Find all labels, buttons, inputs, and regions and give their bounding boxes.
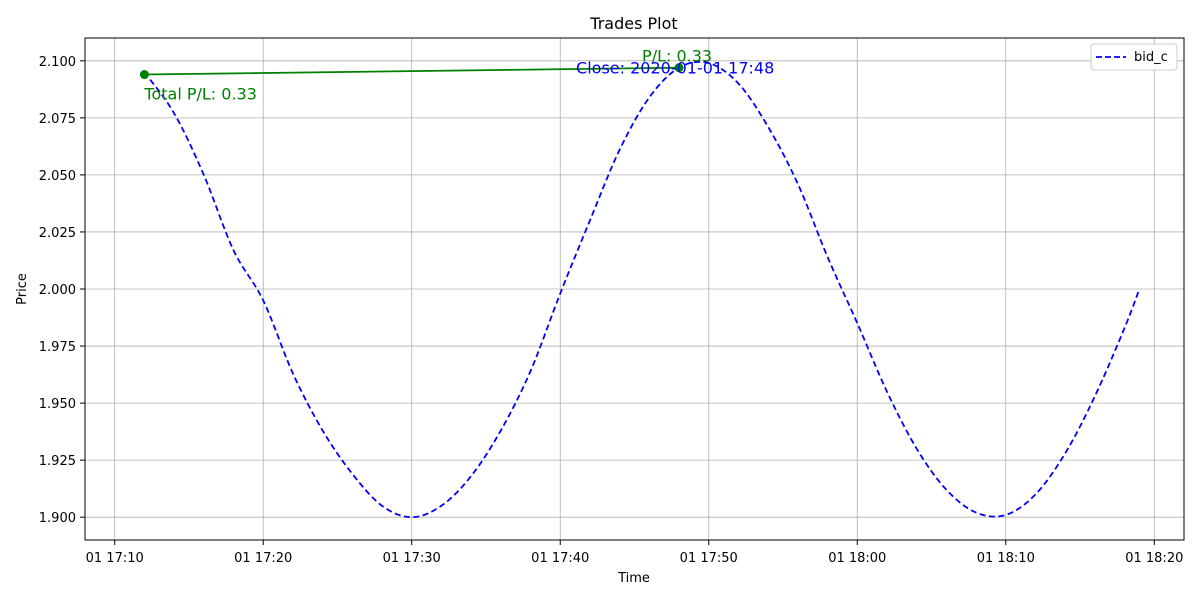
x-tick-label: 01 18:20 [1125,551,1183,566]
y-tick-label: 1.950 [39,397,76,412]
x-tick-label: 01 17:10 [86,551,144,566]
y-tick-label: 1.900 [39,511,76,526]
y-tick-label: 2.075 [39,112,76,127]
x-tick-label: 01 18:10 [977,551,1035,566]
legend-box [1090,43,1178,71]
chart-title: Trades Plot [589,14,677,33]
y-tick-label: 2.000 [39,283,76,298]
trade-marker [674,63,684,73]
legend: bid_c [1090,43,1178,71]
x-tick-label: 01 17:40 [531,551,589,566]
trade-line [144,66,680,76]
axes-layer: 01 17:10 01 17:20 01 17:30 01 17:40 01 17:50… [39,55,1184,566]
x-tick-label: 01 17:50 [680,551,738,566]
y-axis-label: Price [15,273,30,305]
y-tick-label: 2.100 [39,55,76,70]
annotation-label: P/L: 0.33 [642,47,712,66]
y-tick-label: 1.975 [39,340,76,355]
y-tick-label: 2.050 [39,169,76,184]
series-layer [139,60,1141,519]
grid-layer [85,38,1184,540]
x-tick-label: 01 18:00 [828,551,886,566]
y-tick-label: 2.025 [39,226,76,241]
trade-marker [139,70,149,80]
legend-label-bid_c: bid_c [1134,50,1168,65]
annotation-label: Total P/L: 0.33 [143,85,257,104]
series-line-bid_c [143,60,1141,519]
y-tick-label: 1.925 [39,454,76,469]
x-tick-label: 01 17:30 [383,551,441,566]
x-axis-label: Time [617,571,650,586]
x-tick-label: 01 17:20 [234,551,292,566]
annotation-label: Close: 2020-01-01 17:48 [576,59,774,78]
